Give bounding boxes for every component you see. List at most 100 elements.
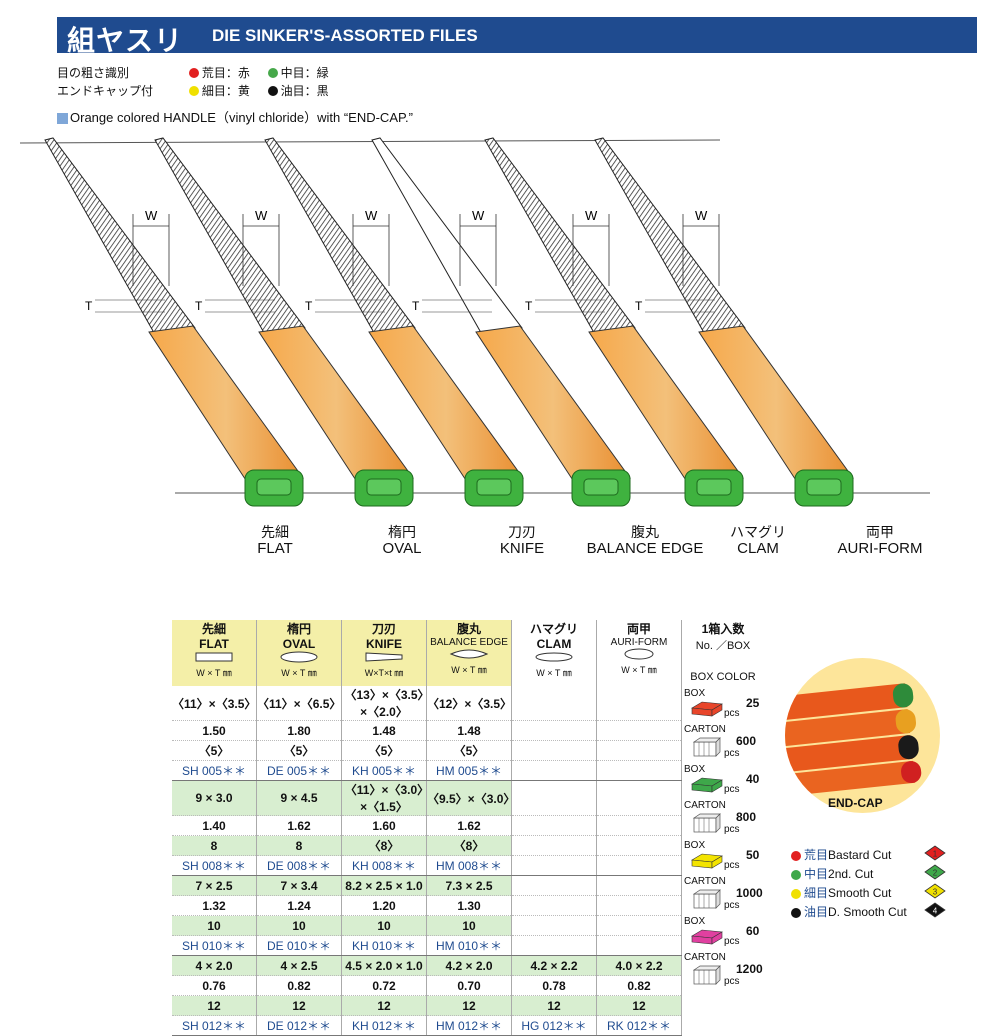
flat-section-icon	[195, 652, 233, 662]
table-row: SH 012＊＊ DE 012＊＊ KH 012＊＊ HM 012＊＊ HG 012＊＊…	[20, 1015, 764, 1036]
table-cell: 1.62	[426, 815, 512, 836]
box-icon	[691, 929, 723, 945]
table-cell: 12	[256, 995, 342, 1016]
t-dimension-label: T	[412, 299, 420, 313]
table-row: 〈11〉×〈3.5〉 〈11〉×〈6.5〉 〈13〉×〈3.5〉×〈2.0〉 〈12〉…	[20, 686, 764, 721]
table-cell	[511, 875, 597, 896]
table-cell	[511, 720, 597, 741]
cut-number-diamond-icon: 4	[924, 902, 946, 918]
table-cell: 1.32	[172, 895, 257, 916]
table-cell: RK 012＊＊	[596, 1015, 682, 1036]
table-cell	[511, 915, 597, 936]
table-cell: 7 × 3.4	[256, 875, 342, 896]
box-label: BOX	[684, 688, 706, 699]
table-cell: 4.2 × 2.0	[426, 955, 512, 976]
box-label: BOX	[684, 916, 706, 927]
w-dimension-label: W	[695, 208, 708, 223]
table-cell: KH 010＊＊	[341, 935, 427, 956]
table-cell: DE 010＊＊	[256, 935, 342, 956]
red-dot-icon	[188, 67, 199, 78]
table-cell: 7.3 × 2.5	[426, 875, 512, 896]
table-cell: HM 008＊＊	[426, 855, 512, 876]
col-header-auri-form: 両甲 AURI-FORM W × T ㎜	[596, 620, 682, 686]
table-cell: 10	[256, 915, 342, 936]
w-dimension-label: W	[472, 208, 485, 223]
table-row: SH 008＊＊ DE 008＊＊ KH 008＊＊ HM 008＊＊	[20, 855, 764, 876]
file-drawing: WT	[154, 137, 414, 507]
table-cell: SH 012＊＊	[172, 1015, 257, 1036]
svg-text:2: 2	[933, 869, 938, 878]
table-cell: 4.2 × 2.2	[511, 955, 597, 976]
table-cell	[511, 815, 597, 836]
table-cell: 〈8〉	[426, 835, 512, 856]
table-cell: 0.70	[426, 975, 512, 996]
black-dot-icon	[267, 85, 278, 96]
green-dot-icon	[267, 67, 278, 78]
file-drawing: WT	[484, 137, 744, 507]
box-icon	[691, 853, 723, 869]
svg-text:4: 4	[933, 907, 938, 916]
table-row: 8 8 〈8〉 〈8〉	[20, 835, 764, 856]
box-qty: 60	[746, 924, 760, 938]
table-cell: 12	[596, 995, 682, 1016]
table-cell: 〈9.5〉×〈3.0〉	[426, 780, 515, 816]
table-cell: HG 012＊＊	[511, 1015, 597, 1036]
table-cell: 10	[172, 915, 257, 936]
box-label: BOX	[684, 764, 706, 775]
table-cell: 〈5〉	[256, 740, 342, 761]
table-cell	[511, 780, 597, 816]
cut-dot-icon	[791, 869, 801, 880]
svg-text:1: 1	[933, 850, 938, 859]
table-cell: HM 005＊＊	[426, 760, 512, 781]
t-dimension-label: T	[525, 299, 533, 313]
clam-section-icon	[535, 652, 573, 662]
table-cell: 1.30	[426, 895, 512, 916]
table-row: 1.50 1.80 1.48 1.48	[20, 720, 764, 741]
carton-qty: 800	[736, 810, 757, 824]
box-icon	[691, 701, 723, 717]
file-name-auri-form: 両甲 AURI-FORM	[837, 525, 923, 557]
table-cell	[596, 835, 682, 856]
cut-dot-icon	[791, 888, 801, 899]
table-cell: 1.48	[426, 720, 512, 741]
carton-icon	[692, 737, 721, 757]
file-drawing: WT	[371, 137, 631, 507]
table-cell	[596, 915, 682, 936]
endcap-photo	[785, 658, 940, 813]
carton-label: CARTON	[684, 876, 726, 887]
table-cell	[511, 686, 597, 721]
table-cell	[596, 935, 682, 956]
cut-legend-item: 中目2nd. Cut	[791, 865, 873, 882]
table-cell: 9 × 3.0	[172, 780, 257, 816]
legend-label: 目の粗さ識別	[57, 66, 130, 80]
table-row: 4 × 2.0 4 × 2.5 4.5 × 2.0 × 1.0 4.2 × 2.0 4.…	[20, 955, 764, 976]
table-cell	[511, 895, 597, 916]
file-name-balance-edge: 腹丸 BALANCE EDGE	[586, 525, 704, 557]
table-row: 〈5〉 〈5〉 〈5〉 〈5〉	[20, 740, 764, 761]
table-cell: 7 × 2.5	[172, 875, 257, 896]
table-cell: DE 008＊＊	[256, 855, 342, 876]
table-cell: 12	[172, 995, 257, 1016]
table-cell: HM 012＊＊	[426, 1015, 512, 1036]
cut-number-diamond-icon: 1	[924, 845, 946, 861]
table-cell: 1.20	[341, 895, 427, 916]
table-cell: 〈12〉×〈3.5〉	[426, 686, 512, 721]
col-header-knife: 刀刃 KNIFE W×T×t ㎜	[341, 620, 427, 686]
table-cell: 0.82	[596, 975, 682, 996]
table-cell: 0.78	[511, 975, 597, 996]
table-cell	[511, 935, 597, 956]
table-cell: 8.2 × 2.5 × 1.0	[341, 875, 427, 896]
cut-dot-icon	[791, 850, 801, 861]
table-row: 12 12 12 12 12 12	[20, 995, 764, 1016]
file-name-clam: ハマグリ CLAM	[730, 525, 786, 557]
table-cell: 0.76	[172, 975, 257, 996]
cut-number-diamond-icon: 2	[924, 864, 946, 880]
table-cell: 1.40	[172, 815, 257, 836]
table-cell	[596, 875, 682, 896]
table-cell: 〈5〉	[172, 740, 257, 761]
table-row: 0.76 0.82 0.72 0.70 0.78 0.82	[20, 975, 764, 996]
table-cell: SH 008＊＊	[172, 855, 257, 876]
table-cell	[596, 855, 682, 876]
table-cell	[596, 720, 682, 741]
carton-label: CARTON	[684, 800, 726, 811]
